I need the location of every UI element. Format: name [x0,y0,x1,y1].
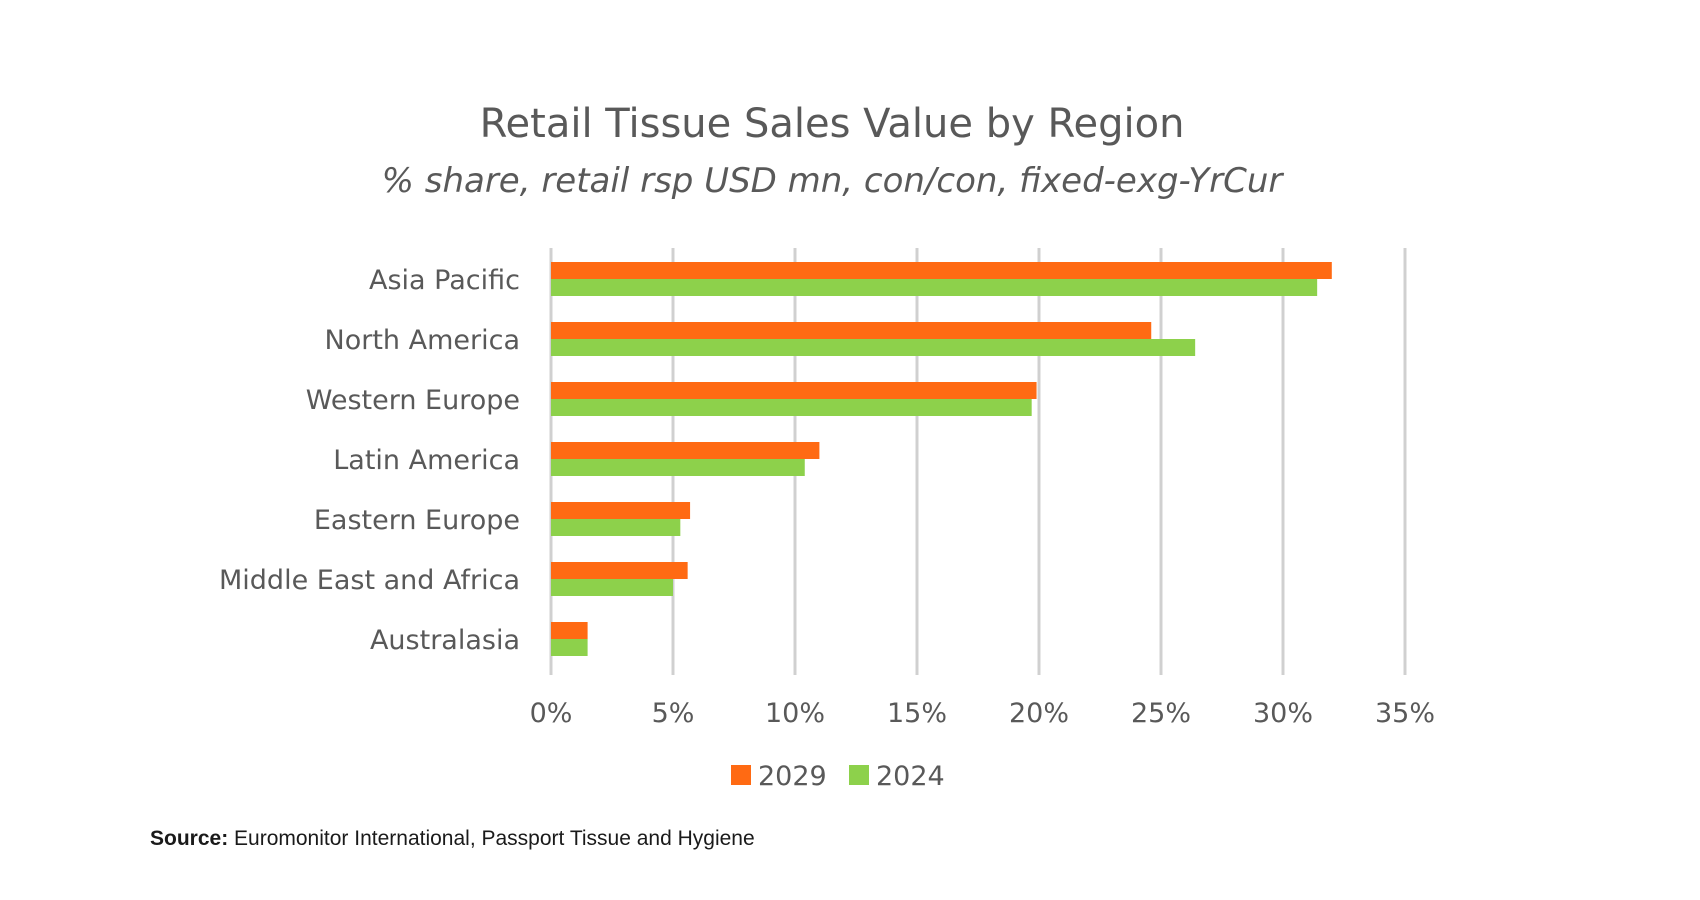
bar-2024 [551,639,588,656]
bar-2029 [551,262,1332,279]
category-label: Latin America [333,445,520,476]
bar-2029 [551,622,588,639]
legend-label-2029: 2029 [758,761,827,792]
bar-2024 [551,459,805,476]
source-text: Euromonitor International, Passport Tiss… [234,827,755,850]
chart-title: Retail Tissue Sales Value by Region [480,101,1185,147]
source-label: Source: [150,827,229,850]
x-tick-label: 20% [1009,698,1069,729]
category-label: Eastern Europe [314,505,520,536]
bar-2024 [551,519,681,536]
bar-2029 [551,442,820,459]
x-tick-label: 25% [1131,698,1191,729]
x-tick-labels: 0% 5% 10% 15% 20% 25% 30% 35% [530,698,1435,729]
bar-2024 [551,399,1032,416]
legend-label-2024: 2024 [876,761,945,792]
category-label: Western Europe [306,385,520,416]
bar-2029 [551,502,691,519]
x-tick-label: 5% [652,698,695,729]
bar-2029 [551,322,1152,339]
legend: 2029 2024 [731,761,945,792]
chart-subtitle: % share, retail rsp USD mn, con/con, fix… [382,161,1285,201]
bar-2029 [551,562,688,579]
x-tick-label: 15% [887,698,947,729]
bar-2024 [551,579,673,596]
bars [551,262,1332,656]
source-note: Source: Euromonitor International, Passp… [150,827,755,851]
legend-swatch-2024 [849,765,869,785]
x-tick-label: 35% [1375,698,1435,729]
x-tick-label: 0% [530,698,573,729]
category-label: Australasia [370,625,520,656]
category-labels: Asia Pacific North America Western Europe L… [219,265,520,656]
bar-2029 [551,382,1037,399]
category-label: North America [325,325,520,356]
category-label: Asia Pacific [369,265,520,296]
x-tick-label: 10% [765,698,825,729]
legend-swatch-2029 [731,765,751,785]
category-label: Middle East and Africa [219,565,520,596]
x-tick-label: 30% [1253,698,1313,729]
bar-2024 [551,339,1196,356]
bar-2024 [551,279,1318,296]
